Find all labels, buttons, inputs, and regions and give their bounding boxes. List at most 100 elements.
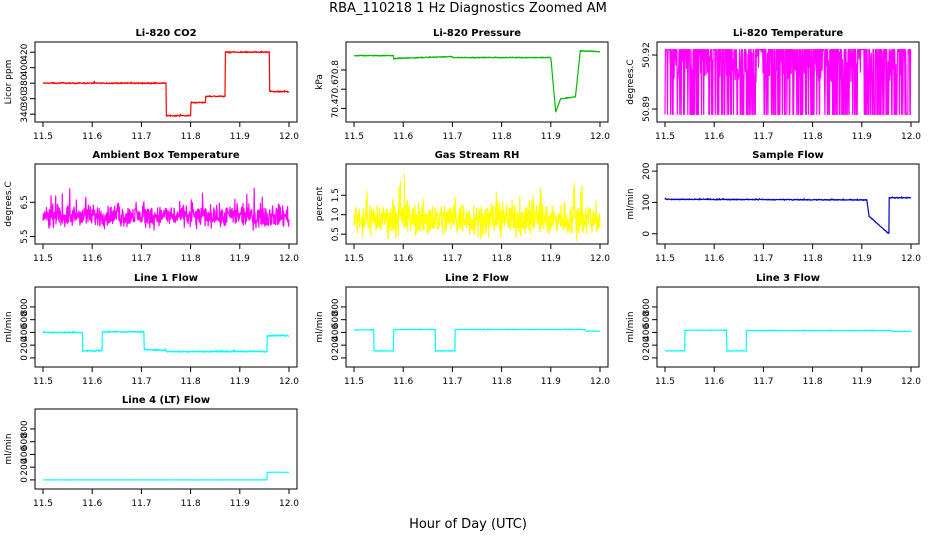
y-tick-label: 380 bbox=[20, 74, 30, 91]
x-tick-label: 11.7 bbox=[753, 377, 773, 387]
y-axis-label: ml/min bbox=[626, 188, 636, 219]
y-tick-label: 400 bbox=[331, 324, 341, 341]
y-tick-label: 800 bbox=[20, 298, 30, 315]
figure-x-axis-label: Hour of Day (UTC) bbox=[409, 517, 527, 532]
series-line bbox=[664, 196, 912, 234]
y-tick-label: 360 bbox=[20, 90, 30, 107]
y-tick-label: 200 bbox=[642, 336, 652, 353]
series-line bbox=[664, 48, 912, 116]
y-tick-label: 50.92 bbox=[642, 42, 652, 68]
panel-title: Li-820 Temperature bbox=[733, 28, 843, 39]
plot-frame bbox=[34, 408, 298, 490]
x-tick-label: 11.6 bbox=[393, 254, 413, 264]
y-tick-label: 200 bbox=[20, 336, 30, 353]
x-tick-label: 11.9 bbox=[230, 499, 250, 509]
x-tick-label: 11.9 bbox=[852, 377, 872, 387]
panel-4: Ambient Box Temperature degrees.C 5.5 6.5 11… bbox=[4, 150, 299, 264]
x-tick-label: 11.8 bbox=[492, 132, 512, 142]
series-line bbox=[42, 50, 290, 117]
panel-title: Line 1 Flow bbox=[134, 273, 198, 284]
x-tick-label: 11.9 bbox=[852, 132, 872, 142]
plot-frame bbox=[34, 163, 298, 245]
x-tick-label: 11.8 bbox=[181, 254, 201, 264]
x-tick-label: 11.5 bbox=[344, 132, 364, 142]
series-line bbox=[42, 187, 290, 231]
plot-frame bbox=[34, 286, 298, 368]
panel-title: Line 2 Flow bbox=[445, 273, 509, 284]
x-tick-label: 11.5 bbox=[655, 254, 675, 264]
panel-title: Gas Stream RH bbox=[435, 150, 520, 161]
x-tick-label: 11.7 bbox=[131, 254, 151, 264]
y-tick-label: 600 bbox=[331, 311, 341, 328]
y-tick-label: 800 bbox=[20, 420, 30, 437]
x-tick-label: 11.7 bbox=[131, 499, 151, 509]
x-tick-label: 11.8 bbox=[181, 132, 201, 142]
x-tick-label: 11.6 bbox=[393, 377, 413, 387]
y-tick-label: 600 bbox=[20, 311, 30, 328]
y-tick-label: 420 bbox=[20, 43, 30, 60]
figure-title: RBA_110218 1 Hz Diagnostics Zoomed AM bbox=[329, 1, 607, 16]
y-tick-label: 50.89 bbox=[642, 96, 652, 122]
x-tick-label: 11.6 bbox=[82, 132, 102, 142]
x-tick-label: 11.9 bbox=[230, 254, 250, 264]
plot-frame bbox=[656, 286, 920, 368]
x-tick-label: 11.8 bbox=[803, 132, 823, 142]
y-tick-label: 200 bbox=[331, 336, 341, 353]
series-line bbox=[353, 174, 601, 242]
panel-title: Sample Flow bbox=[752, 150, 824, 161]
x-tick-label: 11.9 bbox=[852, 254, 872, 264]
plot-frame bbox=[345, 286, 609, 368]
y-axis-label: degrees.C bbox=[626, 59, 636, 104]
panel-5: Gas Stream RH percent 0.5 1.0 1.5 11.5 11.6 11.… bbox=[315, 150, 610, 264]
plot-frame bbox=[656, 41, 920, 123]
x-tick-label: 12.0 bbox=[901, 254, 921, 264]
y-tick-label: 5.5 bbox=[20, 229, 30, 243]
x-tick-label: 11.9 bbox=[541, 132, 561, 142]
y-axis-label: kPa bbox=[315, 74, 325, 90]
y-tick-label: 340 bbox=[20, 105, 30, 122]
y-tick-label: 600 bbox=[642, 311, 652, 328]
y-tick-label: 70.4 bbox=[331, 98, 341, 118]
y-tick-label: 200 bbox=[642, 162, 652, 179]
x-tick-label: 11.5 bbox=[655, 377, 675, 387]
x-tick-label: 12.0 bbox=[279, 132, 299, 142]
x-tick-label: 11.6 bbox=[82, 254, 102, 264]
x-tick-label: 11.5 bbox=[655, 132, 675, 142]
y-tick-label: 0 bbox=[20, 355, 30, 361]
y-tick-label: 400 bbox=[20, 59, 30, 76]
x-tick-label: 11.5 bbox=[33, 132, 53, 142]
y-tick-label: 100 bbox=[642, 194, 652, 211]
x-tick-label: 11.8 bbox=[803, 377, 823, 387]
x-tick-label: 11.8 bbox=[181, 377, 201, 387]
x-tick-label: 11.6 bbox=[704, 132, 724, 142]
panel-title: Li-820 Pressure bbox=[433, 28, 521, 39]
x-tick-label: 11.9 bbox=[230, 377, 250, 387]
y-axis-label: percent bbox=[315, 186, 325, 221]
y-tick-label: 0 bbox=[642, 231, 652, 237]
plot-frame bbox=[34, 41, 298, 123]
panel-6: Sample Flow ml/min 0 100 200 11.5 11.6 11.7 11.8… bbox=[626, 150, 921, 264]
panel-2: Li-820 Pressure kPa 70.470.670.8 11.5 11.6 11… bbox=[315, 28, 610, 142]
y-axis-label: ml/min bbox=[4, 433, 14, 464]
panel-title: Line 4 (LT) Flow bbox=[122, 395, 210, 406]
y-axis-label: ml/min bbox=[626, 311, 636, 342]
x-tick-label: 11.6 bbox=[82, 377, 102, 387]
y-tick-label: 0 bbox=[331, 355, 341, 361]
y-tick-label: 70.8 bbox=[331, 60, 341, 80]
x-tick-label: 11.7 bbox=[442, 132, 462, 142]
x-tick-label: 11.5 bbox=[33, 254, 53, 264]
x-tick-label: 11.6 bbox=[704, 377, 724, 387]
y-tick-label: 70.6 bbox=[331, 79, 341, 99]
y-tick-label: 0 bbox=[642, 355, 652, 361]
x-tick-label: 11.7 bbox=[131, 132, 151, 142]
series-line bbox=[664, 329, 912, 352]
x-tick-label: 12.0 bbox=[279, 254, 299, 264]
x-tick-label: 11.8 bbox=[803, 254, 823, 264]
y-axis-label: ml/min bbox=[4, 311, 14, 342]
x-tick-label: 11.7 bbox=[442, 377, 462, 387]
